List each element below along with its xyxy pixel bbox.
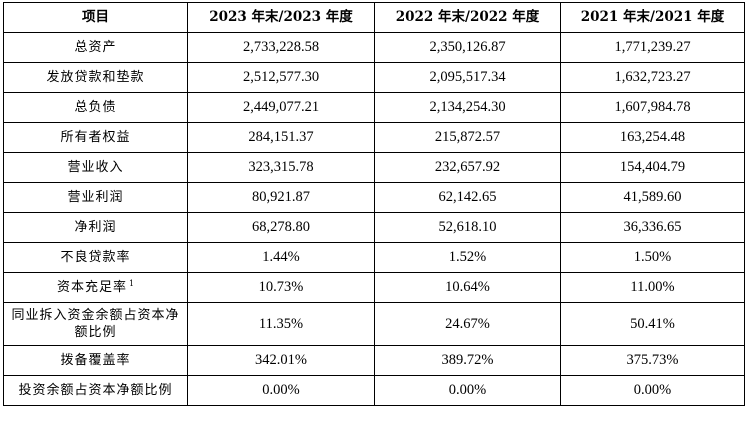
- cell-2021: 11.00%: [560, 272, 745, 303]
- row-label: 不良贷款率: [3, 242, 188, 273]
- cell-2023: 284,151.37: [187, 122, 375, 153]
- table-row: 不良贷款率 1.44% 1.52% 1.50%: [3, 242, 745, 273]
- row-label: 所有者权益: [3, 122, 188, 153]
- cell-2021: 0.00%: [560, 375, 745, 406]
- cell-2023: 2,512,577.30: [187, 62, 375, 93]
- cell-2022: 1.52%: [374, 242, 561, 273]
- cell-2021: 1,607,984.78: [560, 92, 745, 123]
- row-label: 总资产: [3, 32, 188, 63]
- cell-2021: 36,336.65: [560, 212, 745, 243]
- table-row: 拨备覆盖率 342.01% 389.72% 375.73%: [3, 345, 745, 376]
- cell-2022: 52,618.10: [374, 212, 561, 243]
- row-label: 同业拆入资金余额占资本净额比例: [3, 302, 188, 346]
- financial-summary-table: 项目 2023 年末/2023 年度 2022 年末/2022 年度 2021 …: [3, 2, 745, 406]
- header-2023: 2023 年末/2023 年度: [187, 2, 375, 33]
- cell-2023: 11.35%: [187, 302, 375, 346]
- cell-2023: 2,449,077.21: [187, 92, 375, 123]
- cell-2022: 2,095,517.34: [374, 62, 561, 93]
- cell-2021: 375.73%: [560, 345, 745, 376]
- cell-2023: 68,278.80: [187, 212, 375, 243]
- cell-2023: 10.73%: [187, 272, 375, 303]
- row-label: 发放贷款和垫款: [3, 62, 188, 93]
- row-label: 投资余额占资本净额比例: [3, 375, 188, 406]
- table-row: 营业利润 80,921.87 62,142.65 41,589.60: [3, 182, 745, 213]
- table-row: 同业拆入资金余额占资本净额比例 11.35% 24.67% 50.41%: [3, 302, 745, 346]
- cell-2022: 62,142.65: [374, 182, 561, 213]
- table-row: 净利润 68,278.80 52,618.10 36,336.65: [3, 212, 745, 243]
- cell-2022: 0.00%: [374, 375, 561, 406]
- table-row: 总资产 2,733,228.58 2,350,126.87 1,771,239.…: [3, 32, 745, 63]
- cell-2022: 2,134,254.30: [374, 92, 561, 123]
- table-row: 资本充足率 1 10.73% 10.64% 11.00%: [3, 272, 745, 303]
- cell-2021: 1.50%: [560, 242, 745, 273]
- row-label: 总负债: [3, 92, 188, 123]
- cell-2023: 1.44%: [187, 242, 375, 273]
- cell-2021: 41,589.60: [560, 182, 745, 213]
- cell-2022: 389.72%: [374, 345, 561, 376]
- header-2021: 2021 年末/2021 年度: [560, 2, 745, 33]
- cell-2021: 154,404.79: [560, 152, 745, 183]
- cell-2021: 50.41%: [560, 302, 745, 346]
- table-row: 所有者权益 284,151.37 215,872.57 163,254.48: [3, 122, 745, 153]
- table-row: 营业收入 323,315.78 232,657.92 154,404.79: [3, 152, 745, 183]
- cell-2023: 80,921.87: [187, 182, 375, 213]
- cell-2022: 2,350,126.87: [374, 32, 561, 63]
- cell-2021: 163,254.48: [560, 122, 745, 153]
- table-row: 发放贷款和垫款 2,512,577.30 2,095,517.34 1,632,…: [3, 62, 745, 93]
- cell-2023: 2,733,228.58: [187, 32, 375, 63]
- header-2022: 2022 年末/2022 年度: [374, 2, 561, 33]
- cell-2022: 10.64%: [374, 272, 561, 303]
- table-header-row: 项目 2023 年末/2023 年度 2022 年末/2022 年度 2021 …: [3, 2, 745, 33]
- cell-2023: 0.00%: [187, 375, 375, 406]
- header-item: 项目: [3, 2, 188, 33]
- cell-2022: 215,872.57: [374, 122, 561, 153]
- footnote-marker: 1: [128, 278, 135, 288]
- cell-2022: 24.67%: [374, 302, 561, 346]
- row-label-text: 资本充足率: [56, 280, 127, 295]
- row-label: 拨备覆盖率: [3, 345, 188, 376]
- row-label: 营业利润: [3, 182, 188, 213]
- table-row: 总负债 2,449,077.21 2,134,254.30 1,607,984.…: [3, 92, 745, 123]
- cell-2022: 232,657.92: [374, 152, 561, 183]
- cell-2021: 1,771,239.27: [560, 32, 745, 63]
- table-row: 投资余额占资本净额比例 0.00% 0.00% 0.00%: [3, 375, 745, 406]
- cell-2023: 342.01%: [187, 345, 375, 376]
- row-label: 营业收入: [3, 152, 188, 183]
- cell-2021: 1,632,723.27: [560, 62, 745, 93]
- cell-2023: 323,315.78: [187, 152, 375, 183]
- row-label: 净利润: [3, 212, 188, 243]
- row-label-with-footnote: 资本充足率 1: [3, 272, 188, 303]
